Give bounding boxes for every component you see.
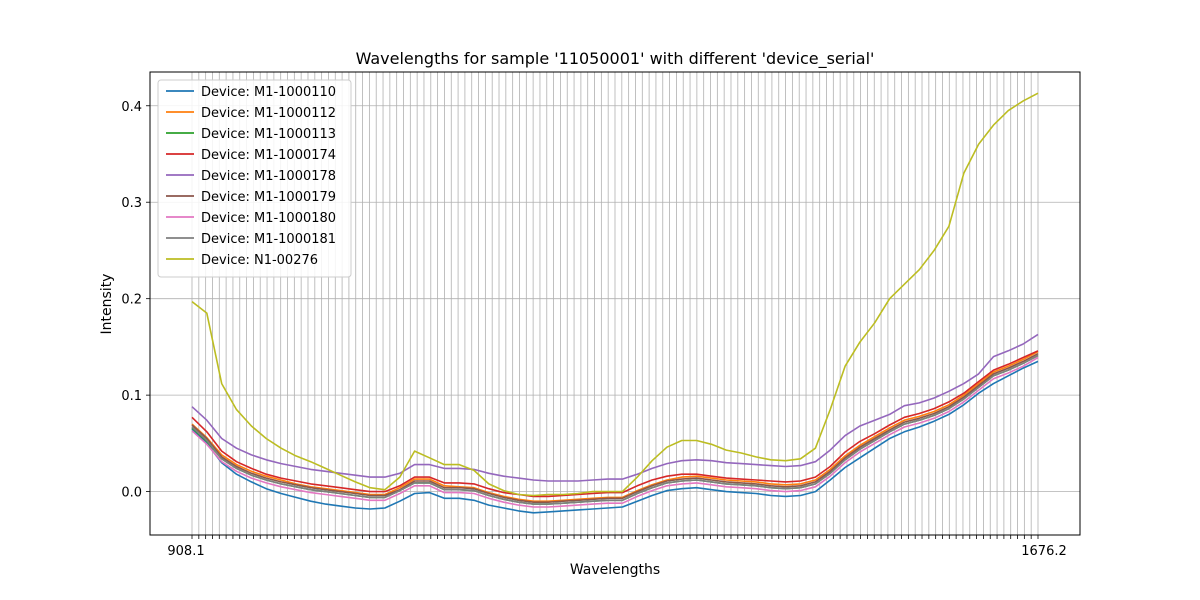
series-line-8 [191,92,1039,497]
y-tick-label: 0.0 [121,486,142,501]
x-axis-label: Wavelengths [570,562,660,578]
y-tick-label: 0.2 [121,293,142,308]
y-tick-label: 0.1 [121,389,142,404]
chart-title: Wavelengths for sample '11050001' with d… [356,49,875,69]
legend-entry: Device: M1-1000178 [201,169,336,184]
legend-entry: Device: M1-1000113 [201,127,336,142]
x-tick-label-first: 908.1 [167,544,204,559]
series-line-3 [191,350,1039,498]
x-tick-label-last: 1676.2 [1021,544,1067,559]
series-line-5 [191,352,1039,504]
y-tick-label: 0.4 [121,100,142,115]
y-axis-label: Intensity [99,274,115,335]
series-line-7 [191,354,1039,505]
legend-entry: Device: M1-1000181 [201,232,336,247]
series-line-0 [191,360,1039,514]
legend-entry: Device: M1-1000179 [201,190,336,205]
legend-entry: Device: N1-00276 [201,253,318,268]
legend-entry: Device: M1-1000110 [201,85,336,100]
legend-entry: Device: M1-1000180 [201,211,336,226]
legend-entry: Device: M1-1000174 [201,148,336,163]
y-tick-label: 0.3 [121,196,142,211]
plot-frame [149,71,1081,536]
legend: Device: M1-1000110 Device: M1-1000112 Devi… [157,79,352,278]
series-line-6 [191,356,1039,508]
series-line-1 [191,350,1039,503]
grid [150,72,1080,535]
axes: 0.0 0.1 0.2 0.3 0.4 908.1 1676.2 [121,71,1081,559]
legend-box [157,79,352,278]
series-lines [191,92,1039,514]
legend-entry: Device: M1-1000112 [201,106,336,121]
